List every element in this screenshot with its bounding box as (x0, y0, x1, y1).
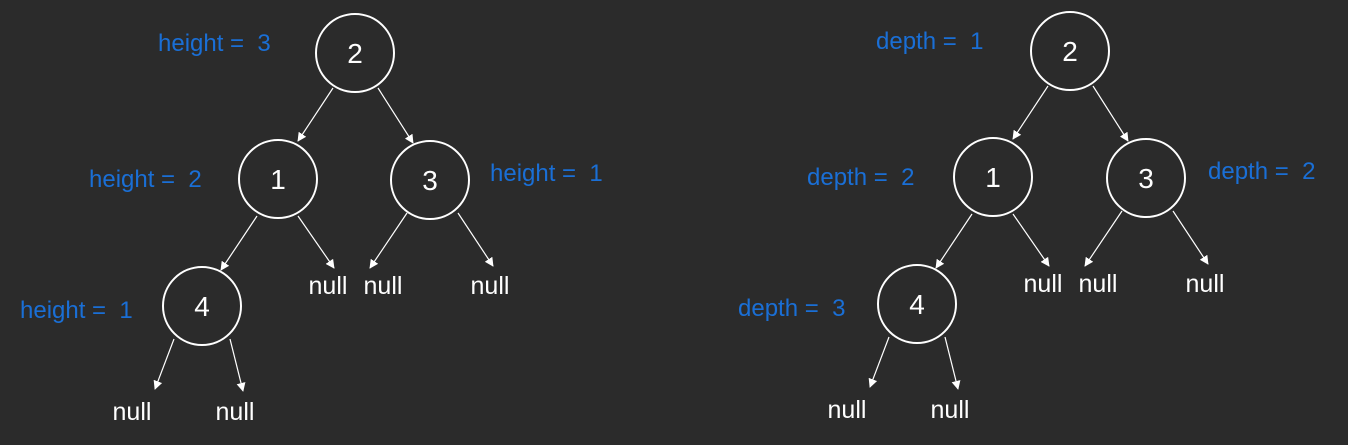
node-value: 2 (1062, 36, 1078, 67)
depth-label-node-4: depth = 3 (738, 295, 845, 322)
null-leaf: null (309, 272, 348, 300)
height-tree: 2 1 3 4 null null null null null height … (20, 13, 603, 426)
edge-2-to-3 (377, 87, 414, 144)
node-4: 4 (162, 266, 242, 346)
null-leaf: null (364, 272, 403, 300)
edge-4-to-null-left (153, 338, 175, 390)
null-leaf: null (1079, 270, 1118, 298)
edge-3-to-null-left (369, 212, 408, 269)
node-value: 1 (985, 162, 1001, 193)
height-label-node-3: height = 1 (490, 160, 603, 187)
edge-3-to-null-right (1172, 210, 1209, 265)
null-leaf: null (1024, 270, 1063, 298)
node-2: 2 (315, 13, 395, 93)
null-leaf: null (113, 398, 152, 426)
edge-2-to-1 (297, 87, 334, 142)
edge-1-to-null (297, 215, 335, 269)
height-label-node-2: height = 3 (158, 30, 271, 57)
node-value: 4 (909, 289, 925, 320)
node-3: 3 (1106, 138, 1186, 218)
edge-3-to-null-right (457, 212, 494, 267)
node-4: 4 (877, 264, 957, 344)
node-1: 1 (953, 137, 1033, 217)
depth-label-node-1: depth = 2 (807, 164, 914, 191)
node-2: 2 (1030, 11, 1110, 91)
node-value: 4 (194, 291, 210, 322)
node-value: 3 (1138, 163, 1154, 194)
depth-label-node-2: depth = 1 (876, 28, 983, 55)
edge-4-to-null-right (944, 336, 961, 390)
null-leaf: null (471, 272, 510, 300)
edge-2-to-1 (1012, 85, 1049, 140)
edge-2-to-3 (1092, 85, 1129, 142)
edge-1-to-null (1012, 213, 1050, 267)
node-3: 3 (390, 140, 470, 220)
node-value: 3 (422, 165, 438, 196)
null-leaf: null (828, 396, 867, 424)
edge-1-to-4 (220, 215, 258, 271)
height-label-node-4: height = 1 (20, 297, 133, 324)
null-leaf: null (1186, 270, 1225, 298)
edge-4-to-null-left (868, 336, 890, 388)
null-leaf: null (216, 398, 255, 426)
height-label-node-1: height = 2 (89, 166, 202, 193)
node-value: 1 (270, 164, 286, 195)
null-leaf: null (931, 396, 970, 424)
node-value: 2 (347, 38, 363, 69)
edge-4-to-null-right (229, 338, 246, 392)
depth-label-node-3: depth = 2 (1208, 158, 1315, 185)
depth-tree: 2 1 3 4 null null null null null depth =… (738, 11, 1315, 424)
edge-3-to-null-left (1084, 210, 1123, 267)
edge-1-to-4 (935, 213, 973, 269)
node-1: 1 (238, 139, 318, 219)
